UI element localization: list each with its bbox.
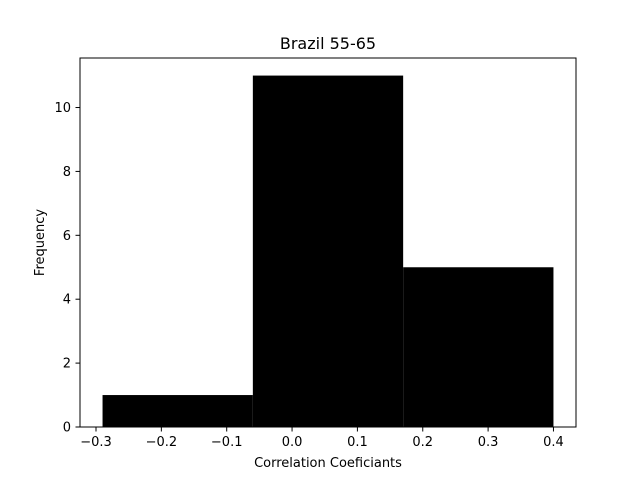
y-tick-label: 4 <box>63 293 71 308</box>
x-tick-label: 0.3 <box>478 435 499 450</box>
y-axis-ticks: 0 2 4 6 8 10 <box>54 101 80 436</box>
plot-frame <box>79 57 577 428</box>
x-tick-label: −0.2 <box>146 435 178 450</box>
x-tick-label: 0.2 <box>412 435 433 450</box>
x-axis-label: Correlation Coeficiants <box>254 456 402 471</box>
x-tick-label: −0.3 <box>80 435 112 450</box>
x-tick-label: −0.1 <box>211 435 243 450</box>
histogram-bar-2 <box>403 267 554 427</box>
y-tick-label: 2 <box>63 357 71 372</box>
histogram-bar-0 <box>102 395 253 427</box>
y-tick-label: 6 <box>63 229 71 244</box>
y-tick-label: 0 <box>63 421 71 436</box>
x-tick-label: 0.1 <box>347 435 368 450</box>
bars-group <box>102 75 554 428</box>
x-tick-label: 0.0 <box>282 435 303 450</box>
x-axis-ticks: −0.3 −0.2 −0.1 0.0 0.1 0.2 0.3 0.4 <box>80 427 564 450</box>
y-tick-label: 8 <box>63 165 71 180</box>
x-tick-label: 0.4 <box>543 435 564 450</box>
histogram-bar-1 <box>252 75 404 428</box>
chart-title: Brazil 55-65 <box>280 34 376 53</box>
y-axis-label: Frequency <box>33 209 48 276</box>
y-tick-label: 10 <box>54 101 71 116</box>
